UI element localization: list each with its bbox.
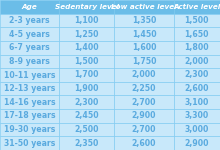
Bar (174, 14, 220, 27)
Bar (114, 95, 174, 109)
Bar (0, 27, 59, 41)
Bar (114, 27, 174, 41)
Text: 2,300: 2,300 (75, 98, 99, 107)
Bar (0, 41, 59, 55)
Text: 8-9 years: 8-9 years (9, 57, 50, 66)
Text: 2,700: 2,700 (132, 98, 156, 107)
Bar (114, 82, 174, 95)
Bar (174, 41, 220, 55)
Text: 2,300: 2,300 (185, 70, 209, 80)
Text: 2,350: 2,350 (75, 139, 99, 148)
Text: Sedentary level: Sedentary level (55, 4, 119, 10)
Bar (174, 0, 220, 14)
Text: 6-7 years: 6-7 years (9, 43, 50, 52)
Text: 1,700: 1,700 (75, 70, 99, 80)
Bar (0, 82, 59, 95)
Bar (59, 0, 114, 14)
Text: 2,250: 2,250 (132, 84, 156, 93)
Text: 3,000: 3,000 (185, 125, 209, 134)
Bar (59, 27, 114, 41)
Text: 2,600: 2,600 (185, 84, 209, 93)
Text: 17-18 years: 17-18 years (4, 111, 55, 120)
Bar (59, 95, 114, 109)
Text: 1,250: 1,250 (75, 30, 99, 39)
Text: 2,500: 2,500 (75, 125, 99, 134)
Text: 19-30 years: 19-30 years (4, 125, 55, 134)
Text: 14-16 years: 14-16 years (4, 98, 55, 107)
Bar (0, 55, 59, 68)
Text: 2,000: 2,000 (185, 57, 209, 66)
Bar (59, 136, 114, 150)
Bar (59, 68, 114, 82)
Bar (59, 123, 114, 136)
Text: 1,650: 1,650 (185, 30, 209, 39)
Text: 2,450: 2,450 (75, 111, 99, 120)
Text: Active level: Active level (173, 4, 220, 10)
Bar (0, 14, 59, 27)
Text: 1,100: 1,100 (75, 16, 99, 25)
Text: 2,900: 2,900 (132, 111, 156, 120)
Text: 3,300: 3,300 (185, 111, 209, 120)
Bar (0, 136, 59, 150)
Bar (0, 68, 59, 82)
Bar (0, 123, 59, 136)
Bar (114, 109, 174, 123)
Text: 2,700: 2,700 (132, 125, 156, 134)
Bar (114, 55, 174, 68)
Bar (114, 14, 174, 27)
Bar (0, 95, 59, 109)
Text: 31-50 years: 31-50 years (4, 139, 55, 148)
Text: 1,450: 1,450 (132, 30, 156, 39)
Bar (114, 41, 174, 55)
Text: 12-13 years: 12-13 years (4, 84, 55, 93)
Bar (174, 95, 220, 109)
Bar (174, 55, 220, 68)
Text: 1,800: 1,800 (185, 43, 209, 52)
Bar (174, 109, 220, 123)
Bar (59, 82, 114, 95)
Text: 1,500: 1,500 (75, 57, 99, 66)
Bar (114, 136, 174, 150)
Text: 1,400: 1,400 (75, 43, 99, 52)
Bar (0, 0, 59, 14)
Text: 2,900: 2,900 (185, 139, 209, 148)
Text: 1,600: 1,600 (132, 43, 156, 52)
Text: 2,000: 2,000 (132, 70, 156, 80)
Bar (59, 109, 114, 123)
Bar (174, 136, 220, 150)
Bar (114, 68, 174, 82)
Bar (174, 123, 220, 136)
Text: 10-11 years: 10-11 years (4, 70, 55, 80)
Text: 3,100: 3,100 (185, 98, 209, 107)
Bar (0, 109, 59, 123)
Text: 4-5 years: 4-5 years (9, 30, 50, 39)
Bar (59, 14, 114, 27)
Bar (174, 68, 220, 82)
Bar (59, 41, 114, 55)
Bar (114, 0, 174, 14)
Text: Low active level: Low active level (111, 4, 177, 10)
Text: 2-3 years: 2-3 years (9, 16, 50, 25)
Bar (59, 55, 114, 68)
Text: 1,750: 1,750 (132, 57, 156, 66)
Bar (174, 82, 220, 95)
Text: 2,600: 2,600 (132, 139, 156, 148)
Text: 1,900: 1,900 (75, 84, 99, 93)
Bar (114, 123, 174, 136)
Text: Age: Age (22, 4, 38, 10)
Text: 1,500: 1,500 (185, 16, 209, 25)
Bar (174, 27, 220, 41)
Text: 1,350: 1,350 (132, 16, 156, 25)
